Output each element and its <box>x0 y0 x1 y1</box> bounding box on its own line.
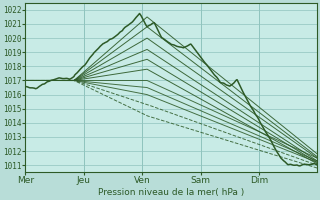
X-axis label: Pression niveau de la mer( hPa ): Pression niveau de la mer( hPa ) <box>98 188 244 197</box>
